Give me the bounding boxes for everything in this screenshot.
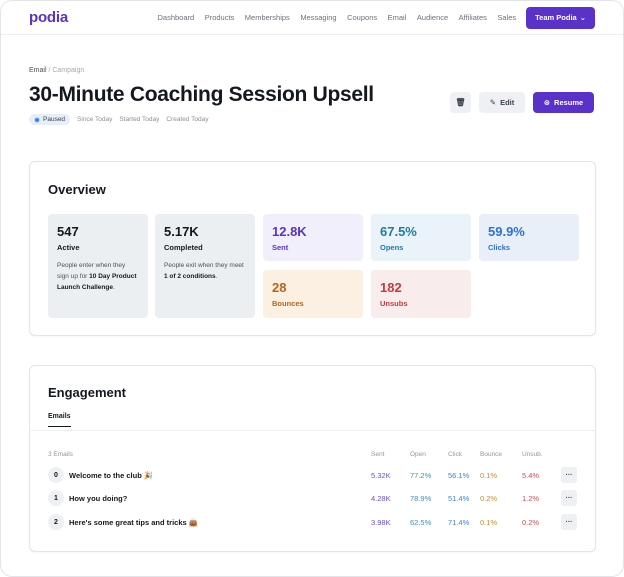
paused-status-icon: [34, 116, 40, 123]
email-click: 51.4%: [448, 493, 470, 503]
email-open: 77.2%: [410, 470, 432, 480]
email-index: 0: [48, 467, 64, 483]
sent-stat-tile: 12.8K Sent: [263, 214, 363, 261]
active-description: People enter when they sign up for 10 Da…: [57, 262, 137, 291]
overview-title: Overview: [48, 182, 106, 197]
clicks-label: Clicks: [488, 243, 511, 252]
campaign-meta: Paused Since Today Started Today Created…: [29, 114, 209, 125]
opens-stat-tile: 67.5% Opens: [371, 214, 471, 261]
email-sent: 3.98K: [371, 517, 391, 527]
breadcrumb: Email / Campaign: [29, 67, 84, 74]
nav-products[interactable]: Products: [204, 13, 235, 22]
breadcrumb-campaign: Campaign: [52, 67, 85, 74]
email-bounce: 0.1%: [480, 517, 498, 527]
since-text: Since Today: [77, 116, 113, 123]
unsubs-stat-tile: 182 Unsubs: [371, 270, 471, 318]
bounces-stat-tile: 28 Bounces: [263, 270, 363, 318]
email-open: 62.5%: [410, 517, 432, 527]
completed-description: People exit when they meet 1 of 2 condit…: [164, 262, 244, 280]
nav-messaging[interactable]: Messaging: [300, 13, 337, 22]
email-unsub: 1.2%: [522, 493, 540, 503]
page-actions: 🗑 ✎ Edit ⊛ Resume: [450, 92, 594, 113]
chevron-down-icon: ⌄: [579, 13, 586, 22]
email-unsub: 0.2%: [522, 517, 540, 527]
column-header-open: Open: [410, 451, 426, 458]
completed-label: Completed: [164, 243, 203, 252]
top-navbar: podia Dashboard Products Memberships Mes…: [1, 1, 623, 35]
email-name[interactable]: Here's some great tips and tricks 👜: [69, 517, 199, 527]
email-sent: 4.28K: [371, 493, 391, 503]
created-text: Created Today: [166, 116, 209, 123]
clicks-stat-tile: 59.9% Clicks: [479, 214, 579, 261]
podia-logo[interactable]: podia: [29, 9, 68, 26]
nav-dashboard[interactable]: Dashboard: [157, 13, 195, 22]
started-text: Started Today: [119, 116, 160, 123]
main-nav: Dashboard Products Memberships Messaging…: [147, 6, 595, 29]
email-count: 3 Emails: [48, 451, 73, 458]
engagement-card: Engagement Emails 3 Emails Sent Open Cli…: [29, 365, 596, 552]
unsubs-label: Unsubs: [380, 299, 408, 308]
overview-card: Overview 547 Active People enter when th…: [29, 161, 596, 336]
column-header-unsub: Unsub.: [522, 451, 543, 458]
resume-icon: ⊛: [543, 98, 551, 107]
breadcrumb-email[interactable]: Email: [29, 67, 47, 74]
sent-label: Sent: [272, 243, 289, 252]
completed-value: 5.17K: [164, 224, 199, 239]
bounces-label: Bounces: [272, 299, 304, 308]
email-index: 1: [48, 490, 64, 506]
email-click: 71.4%: [448, 517, 470, 527]
clicks-value: 59.9%: [488, 224, 525, 239]
resume-button[interactable]: ⊛ Resume: [533, 92, 594, 113]
opens-label: Opens: [380, 243, 404, 252]
email-row[interactable]: 0 Welcome to the club 🎉 5.32K 77.2% 56.1…: [48, 467, 577, 483]
email-open: 78.9%: [410, 493, 432, 503]
nav-sales[interactable]: Sales: [497, 13, 517, 22]
active-value: 547: [57, 224, 79, 239]
column-header-click: Click: [448, 451, 463, 458]
email-name[interactable]: How you doing?: [69, 493, 128, 503]
bounces-value: 28: [272, 280, 287, 295]
engagement-tabs: Emails: [30, 410, 595, 431]
trash-icon: 🗑: [455, 98, 466, 107]
email-name[interactable]: Welcome to the club 🎉: [69, 470, 154, 480]
team-label: Team Podia: [535, 13, 577, 22]
email-click: 56.1%: [448, 470, 470, 480]
email-index: 2: [48, 514, 64, 530]
email-bounce: 0.1%: [480, 470, 498, 480]
row-more-button[interactable]: ···: [561, 490, 577, 506]
status-badge: Paused: [29, 114, 71, 125]
delete-button[interactable]: 🗑: [450, 92, 471, 113]
page-title: 30-Minute Coaching Session Upsell: [29, 83, 374, 106]
sent-value: 12.8K: [272, 224, 307, 239]
edit-label: Edit: [500, 98, 515, 107]
email-row[interactable]: 1 How you doing? 4.28K 78.9% 51.4% 0.2% …: [48, 490, 577, 506]
status-label: Paused: [43, 116, 66, 123]
team-menu-button[interactable]: Team Podia ⌄: [526, 6, 595, 29]
email-sent: 5.32K: [371, 470, 391, 480]
email-bounce: 0.2%: [480, 493, 498, 503]
nav-affiliates[interactable]: Affiliates: [458, 13, 487, 22]
nav-audience[interactable]: Audience: [416, 13, 449, 22]
column-header-sent: Sent: [371, 451, 385, 458]
pencil-icon: ✎: [489, 98, 497, 107]
engagement-title: Engagement: [48, 385, 127, 400]
email-row[interactable]: 2 Here's some great tips and tricks 👜 3.…: [48, 514, 577, 530]
active-stat-tile: 547 Active People enter when they sign u…: [48, 214, 148, 318]
row-more-button[interactable]: ···: [561, 514, 577, 530]
edit-button[interactable]: ✎ Edit: [479, 92, 525, 113]
email-unsub: 5.4%: [522, 470, 540, 480]
nav-memberships[interactable]: Memberships: [244, 13, 290, 22]
column-header-bounce: Bounce: [480, 451, 503, 458]
active-label: Active: [57, 243, 80, 252]
row-more-button[interactable]: ···: [561, 467, 577, 483]
resume-label: Resume: [554, 98, 584, 107]
breadcrumb-separator: /: [46, 67, 53, 74]
opens-value: 67.5%: [380, 224, 417, 239]
completed-stat-tile: 5.17K Completed People exit when they me…: [155, 214, 255, 318]
tab-emails[interactable]: Emails: [48, 413, 71, 427]
nav-email[interactable]: Email: [387, 13, 407, 22]
nav-coupons[interactable]: Coupons: [347, 13, 378, 22]
unsubs-value: 182: [380, 280, 402, 295]
